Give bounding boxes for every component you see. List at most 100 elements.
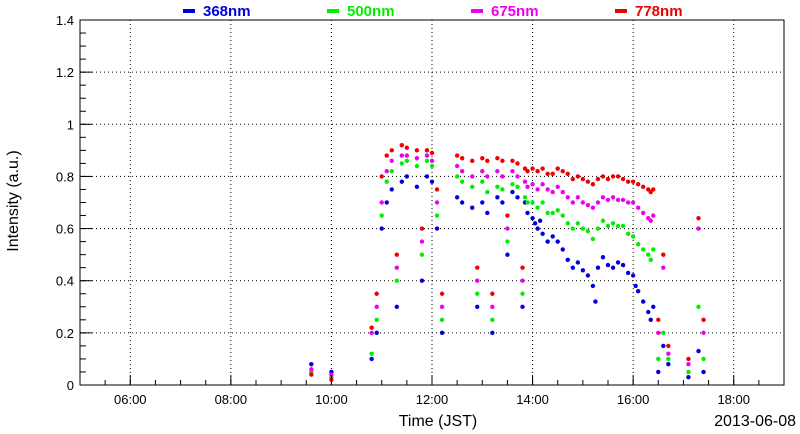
data-point-368nm <box>580 268 586 273</box>
data-point-368nm <box>384 200 389 205</box>
data-point-368nm <box>475 304 480 309</box>
data-point-675nm <box>394 265 399 270</box>
x-tick-label: 10:00 <box>315 392 348 407</box>
data-point-675nm <box>475 278 480 283</box>
data-point-368nm <box>419 278 425 283</box>
y-tick-label: 1.4 <box>56 13 74 28</box>
data-point-368nm <box>630 273 636 278</box>
data-point-778nm <box>575 174 581 179</box>
y-tick-label: 0.2 <box>56 326 74 341</box>
x-tick-label: 08:00 <box>215 392 248 407</box>
y-tick-label: 1 <box>67 117 74 132</box>
data-point-500nm <box>379 213 384 218</box>
y-axis-title: Intensity (a.u.) <box>5 150 22 251</box>
data-point-368nm <box>565 257 570 263</box>
data-point-675nm <box>610 195 616 200</box>
data-point-500nm <box>419 252 425 257</box>
data-point-675nm <box>520 278 525 283</box>
x-tick-label: 12:00 <box>416 392 449 407</box>
data-point-778nm <box>615 174 621 179</box>
y-tick-label: 0.8 <box>56 169 74 184</box>
data-point-675nm <box>625 200 631 205</box>
data-point-675nm <box>490 304 495 309</box>
data-point-368nm <box>545 239 550 244</box>
legend-label-675nm: 675nm <box>491 3 539 20</box>
data-point-368nm <box>560 247 565 252</box>
data-point-368nm <box>620 262 626 268</box>
data-point-500nm <box>666 356 671 362</box>
data-point-778nm <box>394 252 399 257</box>
data-point-500nm <box>369 351 374 356</box>
data-point-675nm <box>515 174 520 179</box>
data-point-675nm <box>570 200 575 205</box>
data-point-500nm <box>399 161 405 166</box>
data-point-675nm <box>389 158 394 163</box>
data-point-500nm <box>384 179 389 184</box>
data-point-500nm <box>374 317 379 323</box>
data-point-778nm <box>475 265 480 270</box>
data-point-778nm <box>666 343 671 349</box>
data-point-368nm <box>394 304 399 309</box>
data-point-675nm <box>540 182 545 187</box>
data-point-675nm <box>575 195 581 200</box>
data-point-778nm <box>480 155 485 161</box>
data-point-368nm <box>686 374 691 380</box>
data-point-778nm <box>459 155 465 161</box>
data-point-778nm <box>525 169 530 174</box>
data-point-500nm <box>522 195 528 200</box>
data-point-368nm <box>525 210 530 216</box>
data-point-500nm <box>389 169 394 174</box>
data-point-368nm <box>641 299 646 304</box>
data-point-500nm <box>475 291 480 296</box>
data-point-500nm <box>635 242 641 247</box>
data-point-675nm <box>555 184 560 190</box>
data-point-778nm <box>545 171 550 177</box>
data-point-675nm <box>510 169 515 174</box>
data-point-675nm <box>399 153 405 158</box>
data-point-778nm <box>434 187 440 192</box>
data-point-675nm <box>530 182 535 187</box>
data-point-778nm <box>505 213 510 218</box>
data-point-675nm <box>384 169 389 174</box>
data-point-675nm <box>595 200 601 205</box>
series-778nm <box>309 142 706 382</box>
data-point-778nm <box>550 171 555 177</box>
data-point-368nm <box>600 255 606 260</box>
data-point-500nm <box>651 247 656 252</box>
data-point-368nm <box>510 189 515 195</box>
data-point-500nm <box>620 223 626 229</box>
data-point-368nm <box>610 265 616 270</box>
data-point-368nm <box>470 205 475 210</box>
data-point-500nm <box>590 236 596 242</box>
x-tick-label: 18:00 <box>717 392 750 407</box>
legend: 368nm 500nm 675nm 778nm <box>183 3 683 20</box>
y-tick-label: 0.6 <box>56 222 74 237</box>
data-point-675nm <box>434 200 440 205</box>
data-point-368nm <box>404 174 410 179</box>
data-point-368nm <box>495 195 500 200</box>
legend-label-778nm: 778nm <box>635 3 683 20</box>
data-point-500nm <box>510 182 515 187</box>
data-point-778nm <box>570 176 575 182</box>
data-point-368nm <box>399 179 405 184</box>
y-tick-label: 0 <box>67 378 74 393</box>
axes: 06:00 08:00 10:00 12:00 14:00 16:00 18:00 0 0.2 0… <box>56 13 785 407</box>
data-point-778nm <box>369 325 374 330</box>
data-point-778nm <box>656 317 661 323</box>
data-point-675nm <box>309 367 314 372</box>
data-point-675nm <box>651 213 656 218</box>
data-point-675nm <box>565 195 570 200</box>
data-point-675nm <box>500 174 505 179</box>
data-point-368nm <box>590 283 596 289</box>
data-point-778nm <box>535 169 540 174</box>
data-point-368nm <box>505 252 510 257</box>
data-point-675nm <box>379 200 384 205</box>
data-point-778nm <box>414 148 420 153</box>
data-point-675nm <box>666 351 671 356</box>
data-point-368nm <box>696 348 701 354</box>
data-point-675nm <box>414 155 420 161</box>
data-point-500nm <box>520 291 525 296</box>
data-point-500nm <box>686 369 691 375</box>
y-tick-label: 1.2 <box>56 65 74 80</box>
